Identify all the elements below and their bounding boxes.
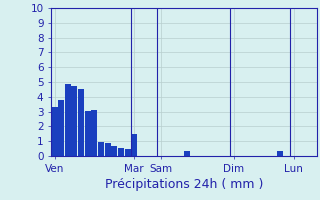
Bar: [124, 149, 131, 156]
Bar: [78, 89, 84, 156]
Bar: [105, 143, 111, 156]
Bar: [71, 86, 77, 156]
Bar: [52, 107, 58, 156]
X-axis label: Précipitations 24h ( mm ): Précipitations 24h ( mm ): [105, 178, 263, 191]
Bar: [111, 146, 117, 156]
Bar: [58, 100, 64, 156]
Bar: [98, 142, 104, 156]
Bar: [65, 84, 71, 156]
Bar: [85, 111, 91, 156]
Bar: [277, 151, 283, 156]
Bar: [184, 151, 190, 156]
Bar: [92, 110, 97, 156]
Bar: [118, 148, 124, 156]
Bar: [131, 134, 137, 156]
